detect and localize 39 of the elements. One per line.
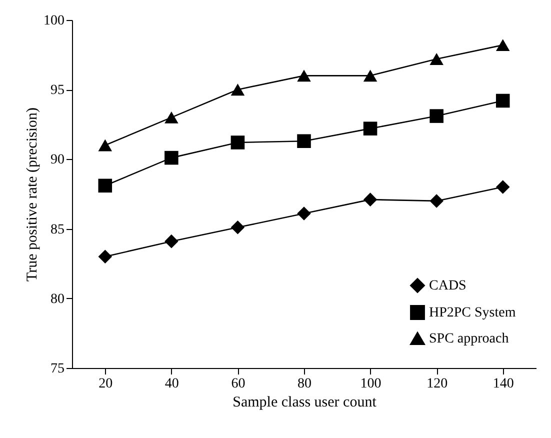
- legend-label: CADS: [429, 278, 466, 294]
- y-tick-label: 90: [50, 152, 64, 168]
- legend-label: HP2PC System: [429, 306, 516, 320]
- x-tick-label: 20: [98, 376, 113, 392]
- point: [430, 109, 444, 123]
- y-tick-label: 95: [50, 83, 64, 98]
- point: [98, 178, 112, 193]
- x-tick-label: 80: [298, 376, 312, 392]
- point: [164, 150, 178, 165]
- legend-label: SPC approach: [429, 332, 509, 346]
- x-tick-label: 100: [360, 376, 382, 392]
- point: [363, 122, 378, 136]
- point: [230, 220, 245, 234]
- y-axis-title: True positive rate (precision): [24, 108, 40, 282]
- x-tick-label: 40: [164, 376, 179, 392]
- point: [496, 180, 510, 194]
- point: [430, 194, 444, 208]
- point: [297, 70, 311, 82]
- point: [164, 234, 178, 248]
- point: [430, 53, 444, 65]
- point: [98, 139, 112, 152]
- x-tick-label: 140: [492, 376, 514, 392]
- y-tick-label: 100: [44, 14, 64, 28]
- point: [363, 70, 378, 82]
- x-axis-title: Sample class user count: [232, 394, 378, 410]
- point: [496, 39, 510, 52]
- y-tick-label: 85: [50, 222, 64, 238]
- y-tick-label: 80: [50, 292, 64, 307]
- point: [230, 84, 245, 96]
- x-tick-label: 120: [426, 376, 448, 392]
- point: [363, 192, 378, 206]
- y-tick-label: 75: [50, 362, 64, 376]
- point: [164, 111, 178, 124]
- point: [230, 136, 245, 150]
- point: [98, 250, 112, 264]
- x-tick-label: 60: [231, 376, 246, 392]
- point: [496, 94, 510, 108]
- point: [297, 206, 311, 220]
- point: [297, 134, 311, 148]
